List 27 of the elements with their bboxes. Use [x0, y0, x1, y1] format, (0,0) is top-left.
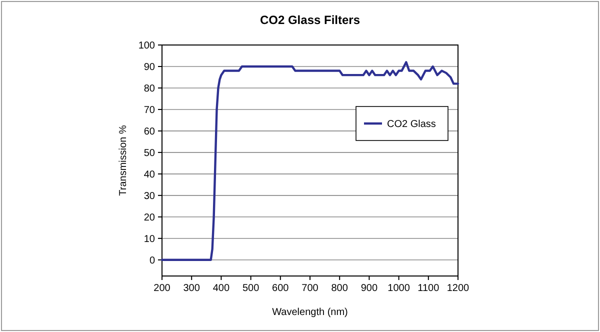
legend-label: CO2 Glass — [387, 119, 436, 130]
y-tick-label: 10 — [144, 234, 156, 245]
y-axis-title: Transmission % — [118, 125, 129, 196]
x-tick-label: 700 — [302, 283, 319, 294]
x-tick-label: 500 — [242, 283, 260, 294]
chart-title: CO2 Glass Filters — [260, 13, 360, 27]
y-tick-label: 80 — [144, 83, 156, 94]
y-tick-label: 40 — [144, 169, 156, 180]
x-tick-label: 900 — [360, 283, 378, 294]
x-axis-title: Wavelength (nm) — [272, 307, 348, 318]
y-tick-label: 100 — [138, 40, 156, 52]
y-tick-label: 20 — [144, 212, 156, 224]
x-tick-label: 300 — [183, 283, 200, 294]
x-tick-label: 1100 — [418, 283, 440, 294]
x-tick-label: 800 — [331, 283, 348, 294]
line-series — [160, 61, 460, 261]
y-tick-label: 60 — [144, 126, 156, 138]
x-tick-label: 200 — [154, 283, 171, 294]
y-tick-label: 30 — [144, 190, 156, 202]
y-tick-label: 0 — [149, 255, 156, 266]
x-tick-label: 400 — [212, 283, 230, 294]
x-tick-label: 1200 — [446, 283, 470, 294]
y-tick-label: 90 — [144, 62, 156, 73]
y-tick-label: 50 — [144, 148, 156, 159]
x-tick-label: 600 — [272, 283, 290, 294]
x-tick-label: 1000 — [388, 283, 410, 294]
y-tick-label: 70 — [144, 104, 156, 116]
